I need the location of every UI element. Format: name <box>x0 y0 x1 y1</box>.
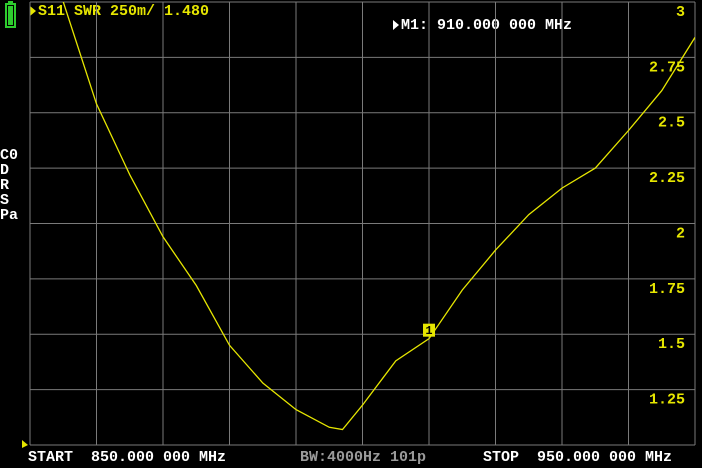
marker <box>423 323 435 337</box>
marker-readout: M1: 910.000 000 MHz <box>401 17 572 34</box>
side-label: C0 <box>0 147 18 164</box>
y-tick-label: 1.5 <box>658 336 685 353</box>
y-tick-label: 3 <box>676 4 685 21</box>
y-tick-label: 2.25 <box>649 170 685 187</box>
marker-indicator <box>393 20 399 30</box>
side-label: R <box>0 177 9 194</box>
y-tick-label: 1.25 <box>649 392 685 409</box>
battery-icon <box>5 1 16 28</box>
marker-label: 1 <box>425 324 432 338</box>
side-label: Pa <box>0 207 18 224</box>
y-tick-label: 1.75 <box>649 281 685 298</box>
side-label: S <box>0 192 9 209</box>
start-label: START 850.000 000 MHz <box>28 449 226 466</box>
y-tick-label: 2.5 <box>658 115 685 132</box>
reference-indicator <box>22 440 28 448</box>
y-tick-label: 2.75 <box>649 59 685 76</box>
stop-label: STOP 950.000 000 MHz <box>483 449 672 466</box>
bandwidth-label: BW:4000Hz 101p <box>300 449 426 466</box>
side-label: D <box>0 162 9 179</box>
trace-group <box>62 2 695 431</box>
y-tick-label: 2 <box>676 225 685 242</box>
trace-label: S11 SWR 250m/ 1.480 <box>38 3 209 20</box>
trace <box>62 2 695 431</box>
trace-indicator <box>30 6 36 16</box>
